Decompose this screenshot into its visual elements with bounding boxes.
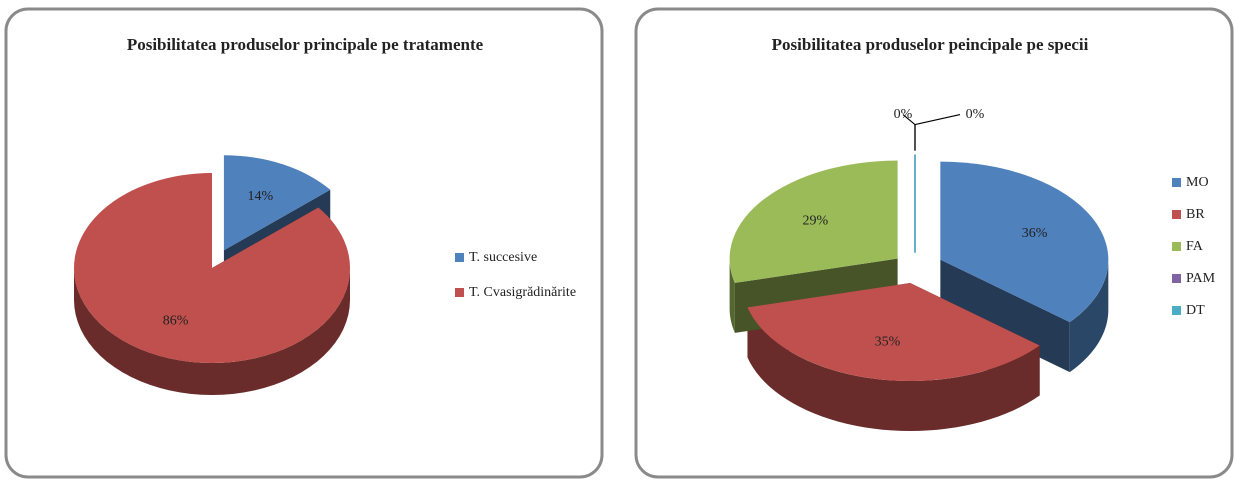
pie-slice (940, 161, 1109, 323)
pie-side (940, 259, 1070, 373)
chart-title: Posibilitatea produselor peincipale pe s… (772, 35, 1089, 54)
pie-tops (74, 155, 351, 363)
data-label: 29% (802, 214, 828, 229)
legend-label: T. Cvasigrădinărite (469, 285, 576, 300)
pie-wall (1069, 259, 1109, 373)
legend-swatch (1172, 178, 1181, 187)
pie-slice (729, 160, 898, 283)
legend-label: PAM (1186, 271, 1216, 286)
legend-label: FA (1186, 239, 1204, 254)
pie-slice (223, 155, 331, 251)
legend-label: T. succesive (469, 250, 537, 265)
legend-swatch (1172, 210, 1181, 219)
data-label: 36% (1022, 226, 1048, 241)
legend-label: BR (1186, 207, 1205, 222)
pie-wall (729, 258, 735, 333)
chart-title: Posibilitatea produselor principale pe t… (127, 35, 484, 54)
pie-wall (74, 268, 350, 395)
data-label: 14% (248, 189, 274, 204)
leader-line (914, 114, 961, 151)
legend-swatch (455, 253, 464, 262)
legend-label: MO (1186, 175, 1209, 190)
legend-label: DT (1186, 303, 1205, 318)
data-label: 35% (875, 335, 901, 350)
legend-swatch (1172, 274, 1181, 283)
pie-tops (729, 154, 1109, 382)
data-label: 0% (894, 107, 913, 122)
pie-wall (747, 307, 1040, 432)
legend-swatch (455, 288, 464, 297)
data-label: 0% (966, 107, 985, 122)
pie-slice (74, 173, 351, 363)
legend-swatch (1172, 242, 1181, 251)
pie-slice (747, 283, 1040, 382)
data-label: 86% (163, 314, 189, 329)
legend-swatch (1172, 306, 1181, 315)
